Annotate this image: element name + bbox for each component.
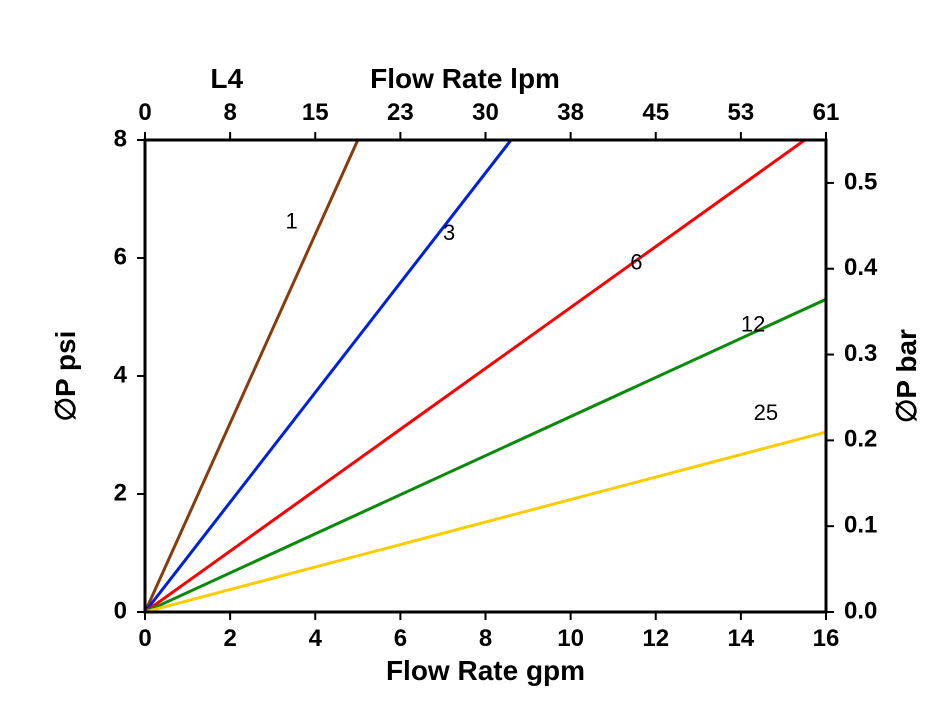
y-left-tick-label: 8 <box>114 125 127 152</box>
x-bottom-tick-label: 2 <box>223 625 236 652</box>
series-label-3: 3 <box>443 220 455 245</box>
y-right-tick-label: 0.5 <box>844 168 877 195</box>
y-left-tick-label: 6 <box>114 243 127 270</box>
x-top-tick-label: 53 <box>728 99 755 126</box>
series-label-1: 1 <box>285 208 297 233</box>
x-top-tick-label: 61 <box>813 99 840 126</box>
y-left-tick-label: 2 <box>114 479 127 506</box>
x-top-tick-label: 8 <box>223 99 236 126</box>
x-top-tick-label: 38 <box>557 99 584 126</box>
y-right-title: ∅P bar <box>891 329 922 423</box>
x-top-tick-label: 23 <box>387 99 414 126</box>
x-bottom-tick-label: 0 <box>138 625 151 652</box>
series-label-25: 25 <box>754 400 778 425</box>
x-top-title: Flow Rate lpm <box>370 63 560 94</box>
y-right-tick-label: 0.1 <box>844 512 877 539</box>
y-left-tick-label: 0 <box>114 597 127 624</box>
x-top-tick-label: 30 <box>472 99 499 126</box>
x-bottom-tick-label: 14 <box>728 625 755 652</box>
x-bottom-tick-label: 10 <box>557 625 584 652</box>
series-label-6: 6 <box>630 250 642 275</box>
x-top-tick-label: 15 <box>302 99 329 126</box>
x-bottom-tick-label: 4 <box>309 625 323 652</box>
x-bottom-tick-label: 16 <box>813 625 840 652</box>
y-left-title: ∅P psi <box>50 331 81 422</box>
series-label-12: 12 <box>741 312 765 337</box>
x-bottom-tick-label: 6 <box>394 625 407 652</box>
y-right-tick-label: 0.4 <box>844 254 878 281</box>
y-left-tick-label: 4 <box>114 361 128 388</box>
chart-code-label: L4 <box>210 63 243 94</box>
pressure-flow-chart: 13612250246810121416Flow Rate gpm0815233… <box>0 0 936 712</box>
y-right-tick-label: 0.3 <box>844 340 877 367</box>
x-bottom-tick-label: 12 <box>642 625 669 652</box>
y-right-tick-label: 0.2 <box>844 426 877 453</box>
x-top-tick-label: 45 <box>642 99 669 126</box>
x-bottom-title: Flow Rate gpm <box>386 655 585 686</box>
x-bottom-tick-label: 8 <box>479 625 492 652</box>
x-top-tick-label: 0 <box>138 99 151 126</box>
y-right-tick-label: 0.0 <box>844 597 877 624</box>
